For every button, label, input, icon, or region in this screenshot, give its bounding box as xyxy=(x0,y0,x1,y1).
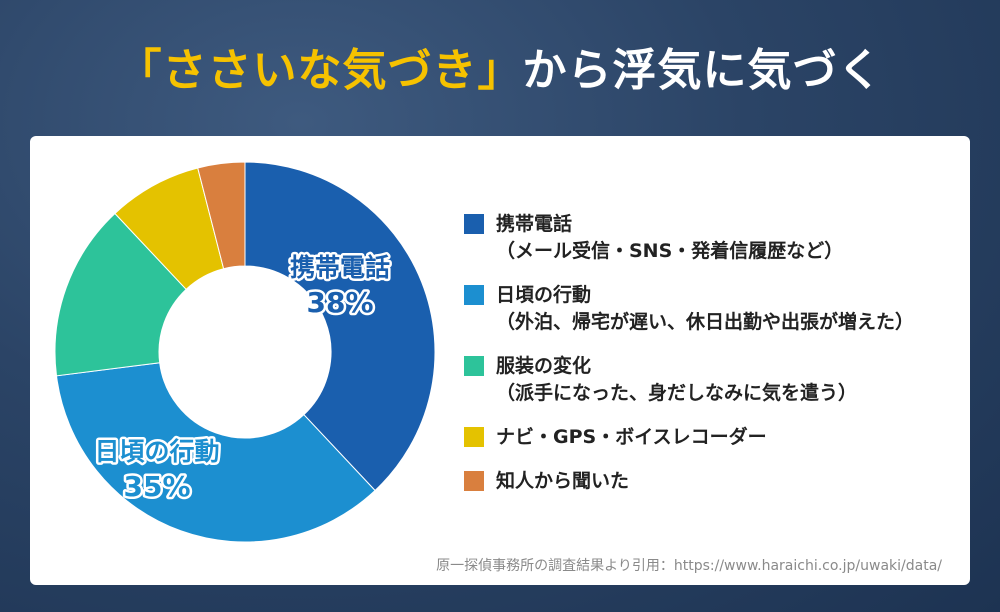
legend-item-mobile-phone: 携帯電話 （メール受信・SNS・発着信履歴など） xyxy=(464,211,964,265)
slice-label-value-mobile-phone: 38% xyxy=(306,286,373,319)
legend: 携帯電話 （メール受信・SNS・発着信履歴など） 日頃の行動 （外泊、帰宅が遅い… xyxy=(464,211,964,512)
slice-label-mobile-phone: 携帯電話 38% xyxy=(287,251,392,322)
legend-swatch-navi-gps xyxy=(464,427,484,447)
legend-item-heard-from-acquaintance: 知人から聞いた xyxy=(464,468,964,495)
legend-item-navi-gps: ナビ・GPS・ボイスレコーダー xyxy=(464,424,964,451)
donut-chart: 携帯電話 38% 日頃の行動 35% xyxy=(54,161,436,543)
donut-slice-heard-from-acquaintance xyxy=(197,161,246,270)
donut-slice-daily-behavior xyxy=(55,362,376,543)
slice-label-daily-behavior: 日頃の行動 35% xyxy=(92,435,222,506)
legend-detail-mobile-phone: （メール受信・SNS・発着信履歴など） xyxy=(496,240,844,262)
legend-detail-clothing-change: （派手になった、身だしなみに気を遣う） xyxy=(496,382,858,404)
legend-detail-daily-behavior: （外泊、帰宅が遅い、休日出勤や出張が増えた） xyxy=(496,311,915,333)
legend-label-navi-gps: ナビ・GPS・ボイスレコーダー xyxy=(496,426,767,448)
page-title: 「ささいな気づき」から浮気に気づく xyxy=(0,34,1000,98)
legend-label-mobile-phone: 携帯電話 xyxy=(496,213,573,235)
legend-item-daily-behavior: 日頃の行動 （外泊、帰宅が遅い、休日出勤や出張が増えた） xyxy=(464,282,964,336)
legend-swatch-clothing-change xyxy=(464,356,484,376)
slice-label-value-daily-behavior: 35% xyxy=(123,470,190,503)
legend-swatch-mobile-phone xyxy=(464,214,484,234)
legend-item-clothing-change: 服装の変化 （派手になった、身だしなみに気を遣う） xyxy=(464,353,964,407)
legend-swatch-daily-behavior xyxy=(464,285,484,305)
title-highlight: 「ささいな気づき」 xyxy=(117,45,523,96)
chart-card: 携帯電話 38% 日頃の行動 35% 携帯電話 （メール受信・SNS・発着信履歴など）… xyxy=(30,136,970,585)
legend-swatch-heard-from-acquaintance xyxy=(464,471,484,491)
donut-slice-mobile-phone xyxy=(244,161,436,492)
title-rest: から浮気に気づく xyxy=(522,45,883,96)
legend-label-clothing-change: 服装の変化 xyxy=(496,355,592,377)
source-citation: 原一探偵事務所の調査結果より引用：https://www.haraichi.co… xyxy=(436,558,942,574)
legend-label-heard-from-acquaintance: 知人から聞いた xyxy=(496,470,630,492)
legend-label-daily-behavior: 日頃の行動 xyxy=(496,284,592,306)
slice-label-name-mobile-phone: 携帯電話 xyxy=(290,253,390,282)
donut-slice-clothing-change xyxy=(54,212,187,377)
slice-label-name-daily-behavior: 日頃の行動 xyxy=(94,437,219,466)
